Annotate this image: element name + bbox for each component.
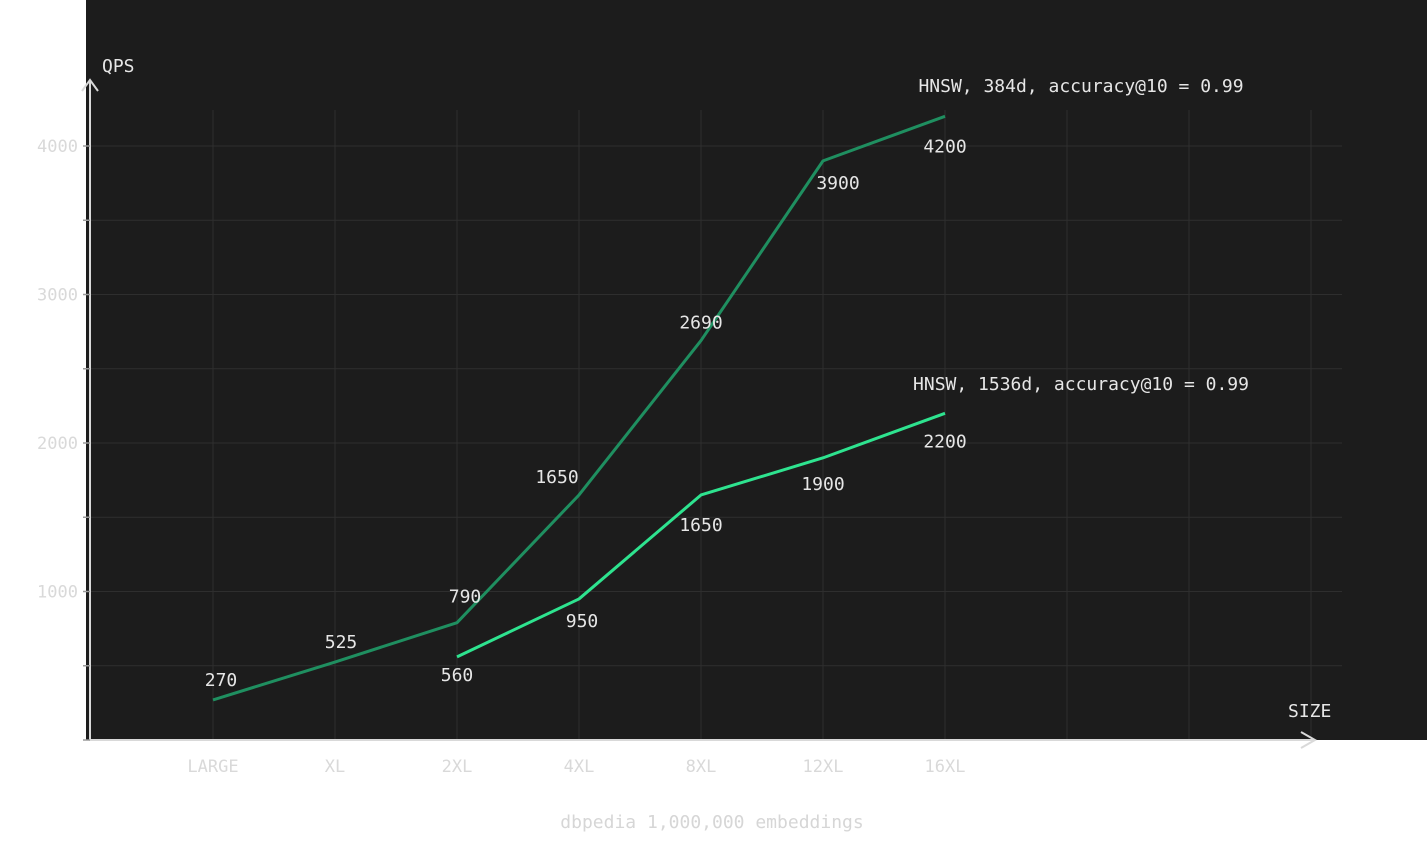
data-label: 2690	[679, 313, 722, 334]
x-tick-label: 2XL	[442, 757, 473, 777]
x-tick-label: 12XL	[803, 757, 844, 777]
x-axis-arrow	[1300, 731, 1318, 749]
series-line	[456, 411, 946, 659]
data-label: 2200	[923, 431, 966, 452]
data-label: 1650	[679, 515, 722, 536]
data-label: 3900	[816, 173, 859, 194]
data-label: 1650	[535, 467, 578, 488]
x-tick-label: XL	[325, 757, 345, 777]
x-axis-title: SIZE	[1288, 701, 1331, 722]
y-axis-arrow	[81, 78, 99, 92]
series-name-label: HNSW, 1536d, accuracy@10 = 0.99	[913, 374, 1249, 395]
data-label: 950	[566, 611, 599, 632]
data-label: 790	[449, 587, 482, 608]
plot-background	[86, 0, 1427, 740]
x-tick-label: 16XL	[925, 757, 966, 777]
y-tick-label: 4000	[37, 137, 78, 157]
data-label: 4200	[923, 136, 966, 157]
series-line	[212, 114, 946, 702]
data-label: 270	[205, 670, 238, 691]
x-tick-label: 8XL	[686, 757, 717, 777]
y-tick-label: 3000	[37, 286, 78, 306]
y-tick-label: 1000	[37, 583, 78, 603]
chart-caption: dbpedia 1,000,000 embeddings	[560, 812, 863, 833]
grid	[90, 110, 1342, 740]
axes: 1000 2000 3000 4000 LARGE XL 2XL 4XL 8XL 12XL 16XL	[37, 78, 1318, 777]
y-tick-label: 2000	[37, 434, 78, 454]
y-axis-title: QPS	[102, 56, 135, 77]
data-label: 560	[441, 665, 474, 686]
x-tick-label: LARGE	[187, 757, 238, 777]
data-label: 1900	[801, 474, 844, 495]
series-lines	[212, 114, 946, 702]
data-label: 525	[325, 632, 358, 653]
series-name-label: HNSW, 384d, accuracy@10 = 0.99	[918, 76, 1243, 97]
x-tick-label: 4XL	[564, 757, 595, 777]
data-labels: 270 525 790 1650 2690 3900 4200 HNSW, 384d, acc…	[205, 76, 1249, 691]
